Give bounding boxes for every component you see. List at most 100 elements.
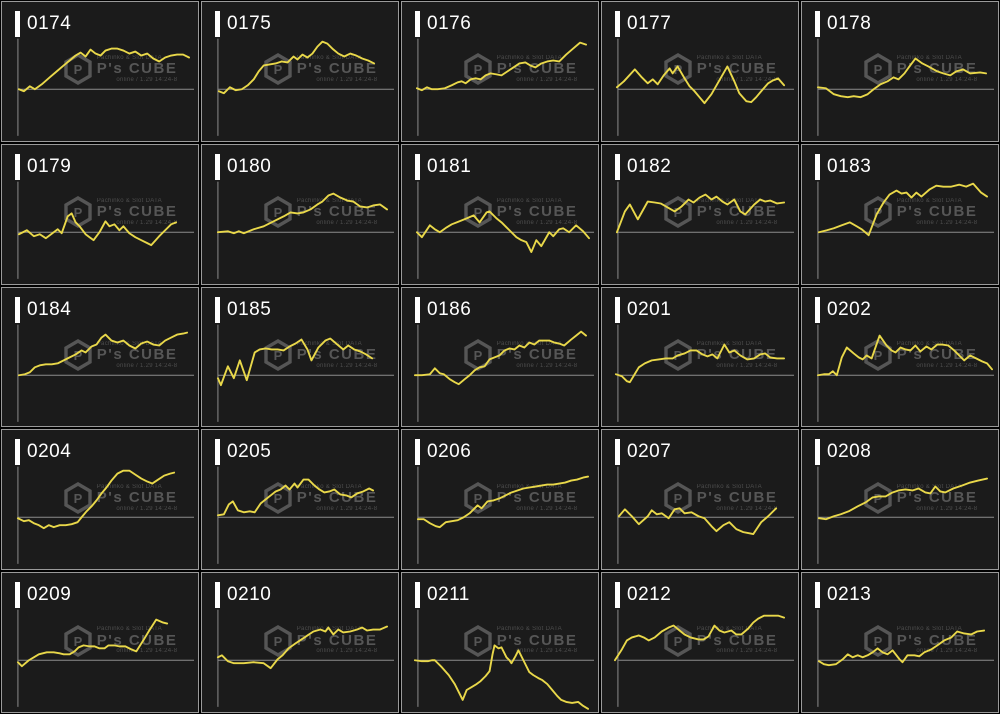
differential-line-chart <box>413 324 595 422</box>
differential-line-chart <box>617 467 795 565</box>
label-marker-bar <box>15 582 20 609</box>
panel-header: 0209 <box>15 582 72 609</box>
panel-header: 0213 <box>815 582 872 609</box>
label-marker-bar <box>215 11 220 37</box>
machine-number-label: 0206 <box>427 441 472 463</box>
panel-header: 0185 <box>215 296 272 323</box>
machine-number-label: 0211 <box>427 584 470 606</box>
chart-panel[interactable]: 0184 P Pachinko & Slot DATA P's CUBE onl… <box>1 286 199 428</box>
label-marker-bar <box>615 582 620 609</box>
panel-header: 0201 <box>615 296 672 323</box>
machine-number-label: 0202 <box>827 298 872 320</box>
differential-line-chart <box>615 38 795 136</box>
differential-line-chart <box>413 609 595 710</box>
differential-line-chart <box>416 467 595 565</box>
panel-header: 0186 <box>415 296 472 323</box>
chart-panel[interactable]: 0202 P Pachinko & Slot DATA P's CUBE onl… <box>801 286 999 428</box>
label-marker-bar <box>15 153 20 180</box>
chart-panel[interactable]: 0206 P Pachinko & Slot DATA P's CUBE onl… <box>401 429 599 571</box>
differential-line-chart <box>415 38 595 136</box>
panel-header: 0174 <box>15 11 71 37</box>
panel-header: 0212 <box>615 582 672 609</box>
differential-line-chart <box>217 38 395 136</box>
panel-header: 0175 <box>215 11 271 37</box>
chart-panel[interactable]: 0209 P Pachinko & Slot DATA P's CUBE onl… <box>1 572 199 713</box>
machine-number-label: 0212 <box>627 584 672 606</box>
chart-panel[interactable]: 0212 P Pachinko & Slot DATA P's CUBE onl… <box>601 572 799 713</box>
chart-panel[interactable]: 0208 P Pachinko & Slot DATA P's CUBE onl… <box>801 429 999 571</box>
chart-panel[interactable]: 0180 P Pachinko & Slot DATA P's CUBE onl… <box>201 143 399 285</box>
machine-number-label: 0183 <box>827 155 872 177</box>
machine-number-label: 0213 <box>827 584 872 606</box>
panel-header: 0184 <box>15 296 71 323</box>
differential-line-chart <box>16 609 195 708</box>
differential-line-chart <box>216 609 395 708</box>
differential-line-chart <box>817 467 995 565</box>
panel-header: 0178 <box>815 11 871 37</box>
chart-panel[interactable]: 0182 P Pachinko & Slot DATA P's CUBE onl… <box>601 143 799 285</box>
panel-header: 0208 <box>815 439 872 466</box>
machine-number-label: 0210 <box>227 584 272 606</box>
differential-line-chart <box>17 181 195 279</box>
differential-line-chart <box>816 324 995 422</box>
chart-panel[interactable]: 0204 P Pachinko & Slot DATA P's CUBE onl… <box>1 429 199 571</box>
chart-panel[interactable]: 0178 P Pachinko & Slot DATA P's CUBE onl… <box>801 1 999 142</box>
label-marker-bar <box>15 296 20 323</box>
chart-panel[interactable]: 0210 P Pachinko & Slot DATA P's CUBE onl… <box>201 572 399 713</box>
label-marker-bar <box>815 439 820 466</box>
machine-number-label: 0209 <box>27 584 72 606</box>
label-marker-bar <box>415 11 420 37</box>
machine-number-label: 0180 <box>227 155 272 177</box>
label-marker-bar <box>15 11 20 37</box>
differential-line-chart <box>17 38 195 136</box>
differential-line-chart <box>615 181 795 279</box>
label-marker-bar <box>415 296 420 323</box>
differential-line-chart <box>17 324 195 422</box>
machine-number-label: 0201 <box>627 298 672 320</box>
chart-panel[interactable]: 0201 P Pachinko & Slot DATA P's CUBE onl… <box>601 286 799 428</box>
panel-header: 0202 <box>815 296 872 323</box>
machine-number-label: 0208 <box>827 441 872 463</box>
chart-panel[interactable]: 0176 P Pachinko & Slot DATA P's CUBE onl… <box>401 1 599 142</box>
panel-header: 0205 <box>215 439 272 466</box>
differential-line-chart <box>16 467 195 565</box>
machine-number-label: 0186 <box>427 298 472 320</box>
chart-panel[interactable]: 0183 P Pachinko & Slot DATA P's CUBE onl… <box>801 143 999 285</box>
chart-panel[interactable]: 0213 P Pachinko & Slot DATA P's CUBE onl… <box>801 572 999 713</box>
label-marker-bar <box>415 582 420 609</box>
panel-header: 0182 <box>615 153 671 180</box>
chart-panel[interactable]: 0211 P Pachinko & Slot DATA P's CUBE onl… <box>401 572 599 713</box>
panel-header: 0180 <box>215 153 272 180</box>
chart-panel[interactable]: 0179 P Pachinko & Slot DATA P's CUBE onl… <box>1 143 199 285</box>
machine-number-label: 0179 <box>27 155 72 177</box>
chart-panel[interactable]: 0205 P Pachinko & Slot DATA P's CUBE onl… <box>201 429 399 571</box>
chart-panel[interactable]: 0181 P Pachinko & Slot DATA P's CUBE onl… <box>401 143 599 285</box>
machine-number-label: 0185 <box>227 298 272 320</box>
chart-panel[interactable]: 0207 P Pachinko & Slot DATA P's CUBE onl… <box>601 429 799 571</box>
label-marker-bar <box>415 153 420 180</box>
panel-header: 0183 <box>815 153 872 180</box>
chart-panel[interactable]: 0177 P Pachinko & Slot DATA P's CUBE onl… <box>601 1 799 142</box>
differential-line-chart <box>216 467 395 565</box>
chart-panel[interactable]: 0186 P Pachinko & Slot DATA P's CUBE onl… <box>401 286 599 428</box>
chart-panel[interactable]: 0174 P Pachinko & Slot DATA P's CUBE onl… <box>1 1 199 142</box>
differential-line-chart <box>216 181 395 279</box>
panel-header: 0207 <box>615 439 671 466</box>
differential-line-chart <box>817 181 995 279</box>
panel-header: 0177 <box>615 11 671 37</box>
panel-header: 0210 <box>215 582 272 609</box>
machine-number-label: 0177 <box>627 13 672 34</box>
label-marker-bar <box>215 582 220 609</box>
machine-number-label: 0204 <box>27 441 72 463</box>
differential-line-chart <box>415 181 595 279</box>
label-marker-bar <box>215 296 220 323</box>
chart-panel[interactable]: 0175 P Pachinko & Slot DATA P's CUBE onl… <box>201 1 399 142</box>
machine-number-label: 0174 <box>27 13 72 34</box>
differential-line-chart <box>613 609 795 708</box>
machine-number-label: 0205 <box>227 441 272 463</box>
machine-number-label: 0175 <box>227 13 272 34</box>
chart-panel[interactable]: 0185 P Pachinko & Slot DATA P's CUBE onl… <box>201 286 399 428</box>
differential-line-chart <box>816 38 995 136</box>
label-marker-bar <box>215 439 220 466</box>
